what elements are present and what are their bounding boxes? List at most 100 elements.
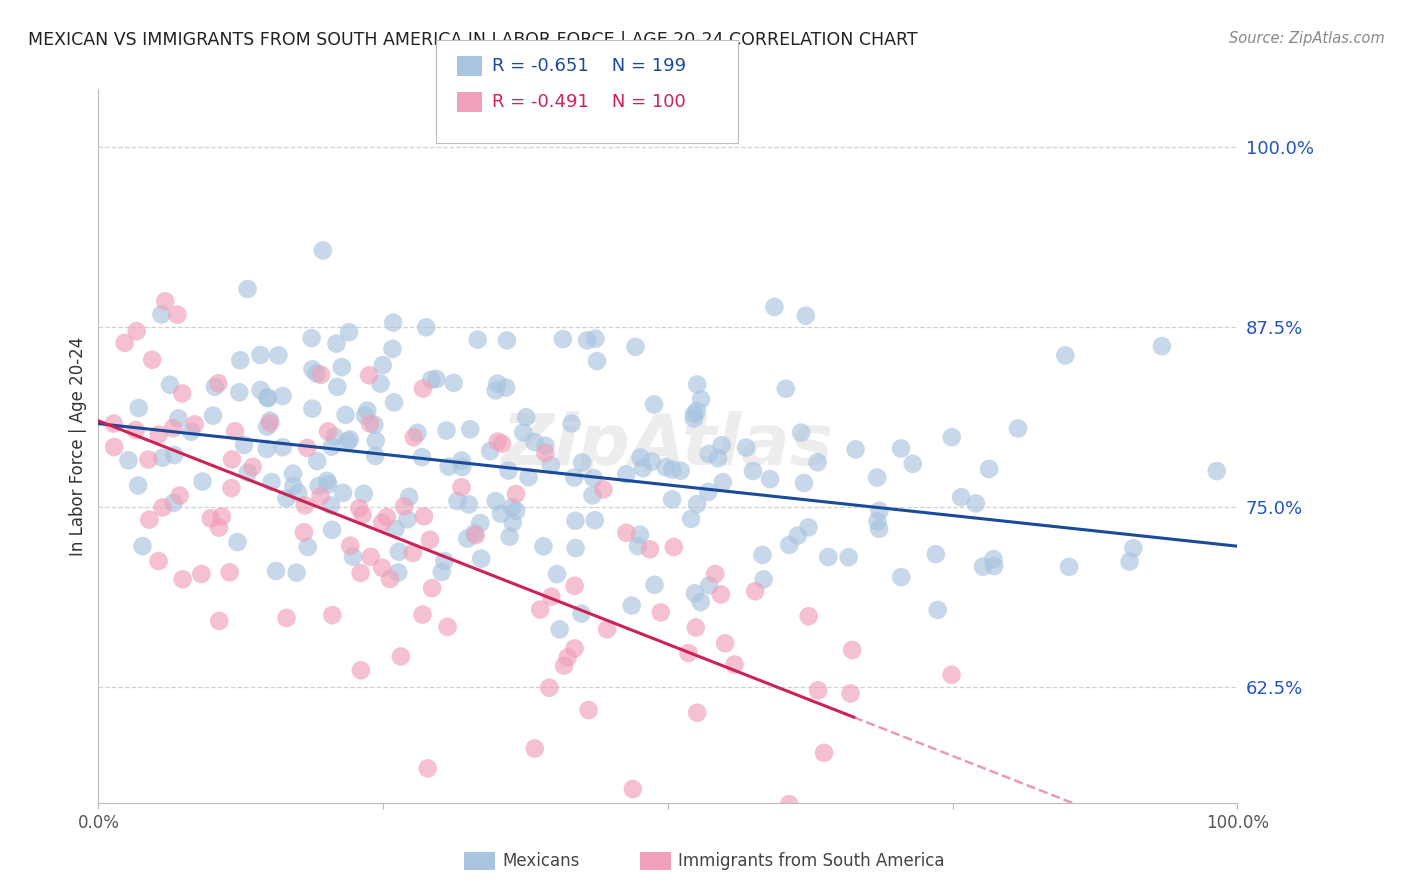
Point — [965, 496, 987, 510]
Point — [458, 422, 481, 436]
Point — [159, 377, 181, 392]
Point — [138, 513, 160, 527]
Point — [359, 368, 381, 383]
Point — [742, 464, 765, 478]
Point — [654, 460, 676, 475]
Point — [533, 540, 555, 554]
Point — [384, 522, 406, 536]
Point — [371, 358, 394, 372]
Point — [360, 549, 382, 564]
Point — [436, 424, 458, 438]
Point — [287, 486, 309, 500]
Point — [125, 324, 148, 338]
Point — [443, 376, 465, 390]
Text: Immigrants from South America: Immigrants from South America — [678, 852, 945, 870]
Point — [297, 441, 319, 455]
Point — [486, 376, 509, 391]
Point — [162, 496, 184, 510]
Point — [294, 498, 316, 512]
Point — [226, 535, 249, 549]
Point — [162, 421, 184, 435]
Point — [551, 332, 574, 346]
Point — [586, 354, 609, 368]
Point — [356, 403, 378, 417]
Point — [208, 614, 231, 628]
Point — [628, 527, 651, 541]
Point — [661, 462, 683, 476]
Point — [301, 401, 323, 416]
Point — [496, 334, 519, 348]
Point — [370, 376, 392, 391]
Point — [470, 551, 492, 566]
Point — [845, 442, 868, 457]
Point — [321, 440, 343, 454]
Point — [349, 566, 371, 580]
Point — [710, 587, 733, 601]
Text: R = -0.491    N = 100: R = -0.491 N = 100 — [492, 93, 686, 111]
Point — [172, 572, 194, 586]
Point — [470, 516, 492, 530]
Point — [233, 438, 256, 452]
Point — [498, 464, 520, 478]
Point — [571, 455, 593, 469]
Point — [644, 578, 666, 592]
Point — [325, 336, 347, 351]
Point — [180, 425, 202, 439]
Point — [221, 481, 243, 495]
Point — [184, 417, 207, 432]
Point — [259, 414, 281, 428]
Point — [450, 453, 472, 467]
Point — [661, 492, 683, 507]
Point — [1118, 555, 1140, 569]
Point — [353, 487, 375, 501]
Point — [411, 450, 433, 464]
Point — [797, 609, 820, 624]
Point — [318, 477, 340, 491]
Text: R = -0.651    N = 199: R = -0.651 N = 199 — [492, 57, 686, 75]
Point — [571, 607, 593, 621]
Point — [640, 454, 662, 468]
Point — [797, 520, 820, 534]
Point — [202, 409, 225, 423]
Point — [382, 316, 405, 330]
Point — [312, 244, 335, 258]
Point — [416, 761, 439, 775]
Point — [711, 475, 734, 490]
Point — [523, 741, 546, 756]
Point — [501, 500, 523, 515]
Point — [763, 300, 786, 314]
Point — [596, 622, 619, 636]
Point — [321, 608, 343, 623]
Point — [564, 579, 586, 593]
Point — [402, 546, 425, 560]
Point — [627, 539, 650, 553]
Point — [807, 683, 830, 698]
Point — [1122, 541, 1144, 556]
Point — [950, 491, 973, 505]
Point — [256, 442, 278, 456]
Point — [412, 607, 434, 622]
Point — [686, 706, 709, 720]
Point — [686, 497, 709, 511]
Point — [1007, 421, 1029, 435]
Point — [838, 550, 860, 565]
Point — [620, 599, 643, 613]
Point — [561, 417, 583, 431]
Point — [581, 488, 603, 502]
Point — [167, 411, 190, 425]
Point — [546, 567, 568, 582]
Point — [495, 380, 517, 394]
Point — [534, 446, 557, 460]
Point — [794, 309, 817, 323]
Point — [592, 483, 614, 497]
Point — [778, 538, 800, 552]
Point — [117, 453, 139, 467]
Point — [744, 584, 766, 599]
Point — [813, 746, 835, 760]
Point — [723, 657, 745, 672]
Point — [866, 470, 889, 484]
Text: ZipAtlas: ZipAtlas — [502, 411, 834, 481]
Point — [614, 525, 637, 540]
Point — [249, 383, 271, 397]
Point — [690, 392, 713, 407]
